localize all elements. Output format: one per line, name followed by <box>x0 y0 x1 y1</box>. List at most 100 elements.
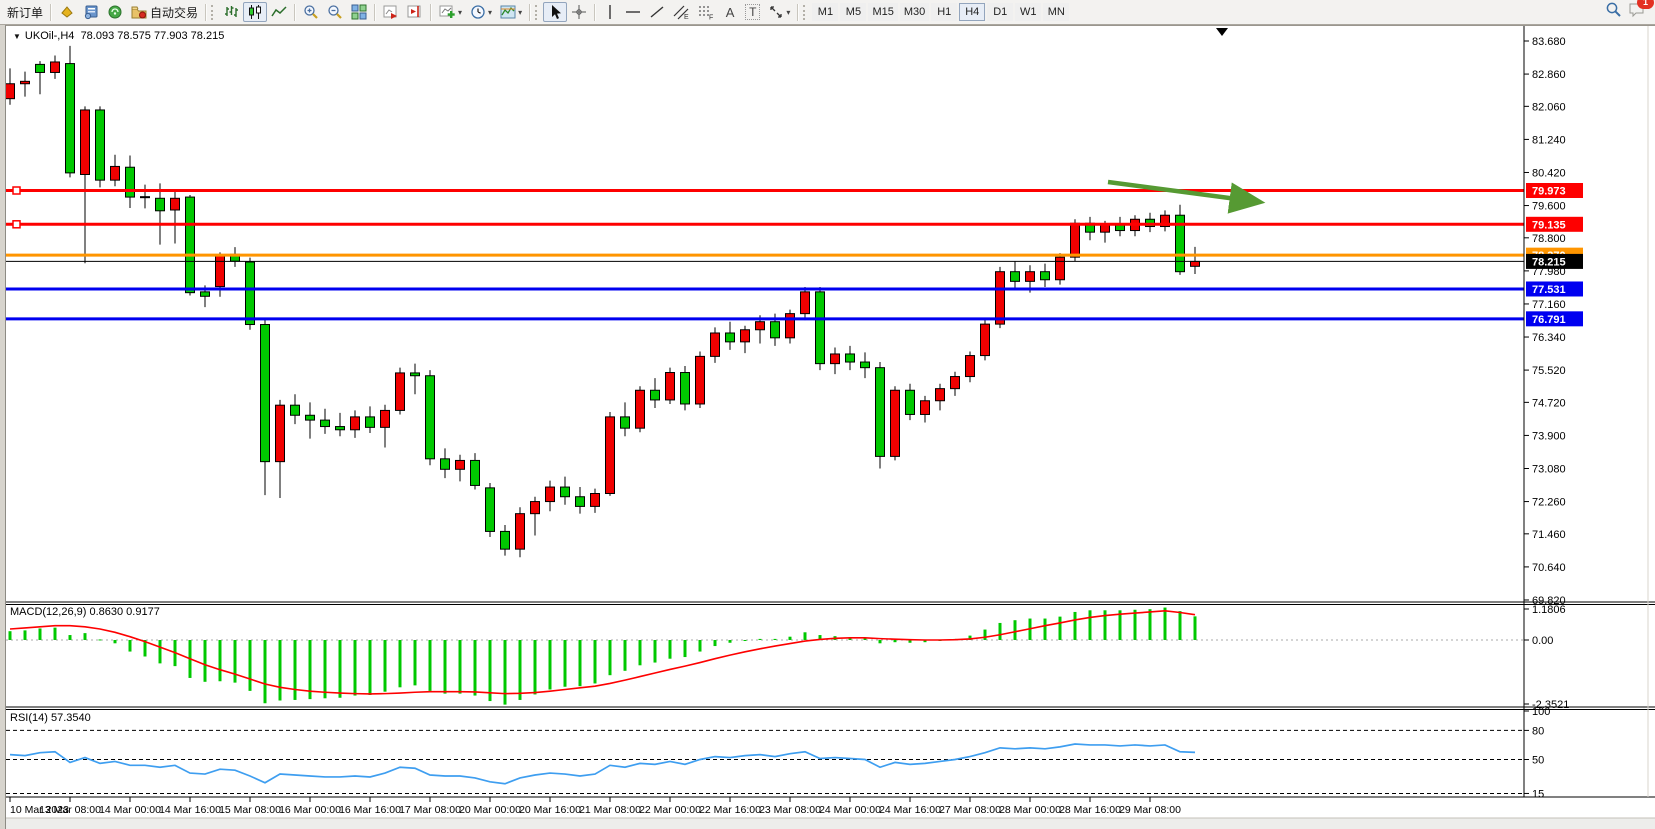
chevron-down-icon: ▾ <box>786 7 791 17</box>
arrows-tool-icon <box>768 4 784 20</box>
candle-bullish <box>965 355 975 378</box>
candle-bullish <box>80 109 90 175</box>
trendline-icon <box>649 4 665 20</box>
cursor-button[interactable] <box>543 2 568 22</box>
trend-arrow[interactable] <box>1107 179 1266 214</box>
candle-bullish <box>695 355 705 405</box>
candle-bullish <box>170 197 180 211</box>
market-watch-button[interactable] <box>55 2 79 22</box>
notifications-button[interactable]: 1 <box>1628 0 1654 23</box>
indicators-button[interactable]: ▾ <box>435 2 466 22</box>
timeframe-button-m1[interactable]: M1 <box>812 3 839 21</box>
navigator-button[interactable] <box>103 2 127 22</box>
time-tick-label: 20 Mar 00:00 <box>459 804 521 816</box>
vertical-line-tool-button[interactable] <box>599 2 621 22</box>
label-tool-button[interactable]: T <box>741 2 764 22</box>
candle-bullish <box>455 459 465 470</box>
chart-shift-marker[interactable] <box>1216 28 1228 36</box>
candle-bearish <box>770 321 780 339</box>
bar-chart-button[interactable] <box>219 2 243 22</box>
window-left-edge <box>0 25 6 829</box>
autotrading-button[interactable]: 自动交易 <box>127 2 202 22</box>
candle-bullish <box>215 255 225 288</box>
candle-bullish <box>920 400 930 415</box>
candle-bullish <box>395 372 405 411</box>
price-tick-label: 77.160 <box>1532 299 1566 311</box>
candle-bullish <box>785 313 795 339</box>
arrows-tool-button[interactable]: ▾ <box>764 2 794 22</box>
time-tick-label: 15 Mar 08:00 <box>219 804 281 816</box>
fibonacci-tool-button[interactable]: F <box>694 2 719 22</box>
bar-chart-icon <box>223 4 239 20</box>
candle-bearish <box>35 63 45 73</box>
svg-text:79.973: 79.973 <box>1532 186 1566 198</box>
candle-bearish <box>1175 214 1185 273</box>
candle-bullish <box>710 332 720 357</box>
timeframe-button-w1[interactable]: W1 <box>1015 3 1042 21</box>
auto-scroll-button[interactable] <box>379 2 403 22</box>
svg-text:F: F <box>709 15 713 21</box>
candle-bearish <box>305 414 315 421</box>
candle-bullish <box>1055 256 1065 281</box>
text-tool-button[interactable]: A <box>719 2 741 22</box>
candle-bearish <box>725 332 735 343</box>
cursor-icon <box>547 4 563 20</box>
candle-bullish <box>605 416 615 495</box>
zoom-out-icon <box>327 4 343 20</box>
macd-pane-label: MACD(12,26,9) 0.8630 0.9177 <box>10 606 160 618</box>
auto-scroll-icon <box>383 4 399 20</box>
timeframe-button-m30[interactable]: M30 <box>899 3 930 21</box>
chart-shift-button[interactable] <box>403 2 427 22</box>
timeframe-button-mn[interactable]: MN <box>1043 3 1070 21</box>
toolbar: 新订单 自动交易 ▾ ▾ <box>0 0 1655 25</box>
templates-button[interactable]: ▾ <box>496 2 526 22</box>
line-handle[interactable] <box>12 220 21 229</box>
data-window-button[interactable] <box>79 2 103 22</box>
candle-bullish <box>665 372 675 401</box>
candle-bullish <box>545 486 555 503</box>
candle-bullish <box>1190 260 1200 267</box>
toolbar-grip <box>535 4 540 20</box>
timeframe-button-h1[interactable]: H1 <box>931 3 958 21</box>
candle-bearish <box>1010 271 1020 282</box>
channel-tool-button[interactable]: E <box>669 2 694 22</box>
timeframe-button-m15[interactable]: M15 <box>868 3 898 21</box>
svg-text:79.135: 79.135 <box>1532 219 1566 231</box>
chevron-down-icon: ▾ <box>488 7 493 17</box>
time-tick-label: 22 Mar 00:00 <box>639 804 701 816</box>
candles-layer <box>5 45 1200 558</box>
timeframe-button-m5[interactable]: M5 <box>840 3 867 21</box>
candle-bullish <box>935 388 945 402</box>
candle-bullish <box>635 389 645 429</box>
line-handle[interactable] <box>12 186 21 195</box>
tile-windows-button[interactable] <box>347 2 371 22</box>
timeframe-button-d1[interactable]: D1 <box>987 3 1014 21</box>
candle-bearish <box>905 389 915 415</box>
candle-bullish <box>1160 214 1170 228</box>
candle-bearish <box>845 353 855 363</box>
crosshair-button[interactable] <box>567 2 591 22</box>
periods-button[interactable]: ▾ <box>466 2 496 22</box>
horizontal-line-tool-button[interactable] <box>621 2 645 22</box>
timeframe-button-h4[interactable]: H4 <box>959 3 986 21</box>
add-indicator-icon <box>439 4 456 20</box>
zoom-in-button[interactable] <box>299 2 323 22</box>
rsi-tick-label: 80 <box>1532 725 1544 737</box>
line-chart-button[interactable] <box>267 2 291 22</box>
toolbar-separator <box>430 3 433 21</box>
data-window-icon <box>83 4 99 20</box>
svg-text:78.215: 78.215 <box>1532 256 1566 268</box>
candlestick-chart-button[interactable] <box>243 2 268 22</box>
clock-icon <box>470 4 486 20</box>
symbol-dropdown-icon[interactable]: ▼ <box>13 32 21 41</box>
price-tick-label: 82.060 <box>1532 101 1566 113</box>
trendline-tool-button[interactable] <box>645 2 669 22</box>
time-tick-label: 29 Mar 08:00 <box>1119 804 1181 816</box>
toolbar-separator <box>594 3 597 21</box>
zoom-out-button[interactable] <box>323 2 347 22</box>
candle-bullish <box>1070 222 1080 258</box>
new-order-button[interactable]: 新订单 <box>3 2 47 22</box>
candle-bullish <box>5 83 15 100</box>
search-icon[interactable] <box>1605 1 1622 23</box>
toolbar-separator <box>294 3 297 21</box>
